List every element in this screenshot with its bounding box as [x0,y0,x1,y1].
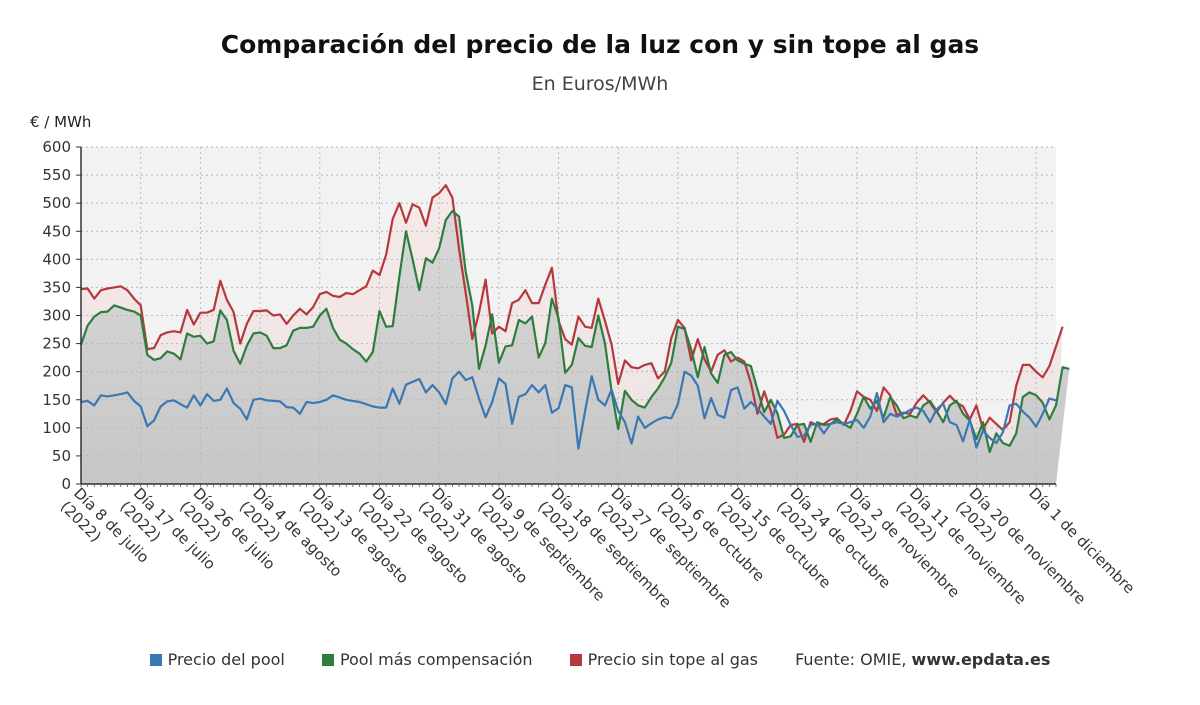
chart-subtitle: En Euros/MWh [531,73,669,95]
area-layer [81,185,1070,484]
y-tick-label: 500 [42,194,71,212]
x-tick-labels: Día 8 de julio(2022) Día 17 de julio(2022… [57,484,1139,611]
axes [76,146,1057,487]
series-lines [79,184,1070,454]
area-compensacion [81,211,1070,484]
legend-label-pool: Precio del pool [167,650,285,669]
legend-item-compensacion[interactable]: Pool más compensación [321,650,533,669]
y-tick-label: 450 [42,222,71,240]
y-tick-label: 550 [42,166,71,184]
legend-swatch-compensacion [321,654,334,666]
legend-label-sin-tope: Precio sin tope al gas [587,650,758,669]
legend: Precio del pool Pool más compensación Pr… [0,650,1200,669]
chart-title: Comparación del precio de la luz con y s… [220,30,980,59]
legend-item-pool[interactable]: Precio del pool [149,650,285,669]
x-tick-label: Día 1 de diciembre [1025,484,1138,597]
legend-swatch-sin-tope [569,654,582,666]
y-tick-label: 600 [42,138,71,156]
y-tick-label: 350 [42,278,71,296]
y-tick-label: 200 [42,363,71,381]
y-tick-label: 250 [42,335,71,353]
source-prefix: Fuente: OMIE, [795,650,912,669]
legend-swatch-pool [149,654,162,666]
y-tick-label: 100 [42,419,71,437]
source-site-link[interactable]: www.epdata.es [911,650,1051,669]
legend-label-compensacion: Pool más compensación [339,650,533,669]
y-tick-labels: 0 50 100 150 200 250 300 350 400 450 500 550 600 [42,138,71,493]
y-axis-unit-label: € / MWh [30,113,92,131]
y-tick-label: 0 [61,475,71,493]
source-note: Fuente: OMIE, www.epdata.es [795,650,1050,669]
line-pool-compensacion [79,209,1070,454]
y-tick-label: 300 [42,307,71,325]
y-tick-label: 50 [52,447,71,465]
y-tick-label: 150 [42,391,71,409]
y-tick-label: 400 [42,250,71,268]
line-precio-pool [80,370,1057,450]
line-sin-tope [80,184,1064,443]
legend-item-sin-tope[interactable]: Precio sin tope al gas [569,650,758,669]
